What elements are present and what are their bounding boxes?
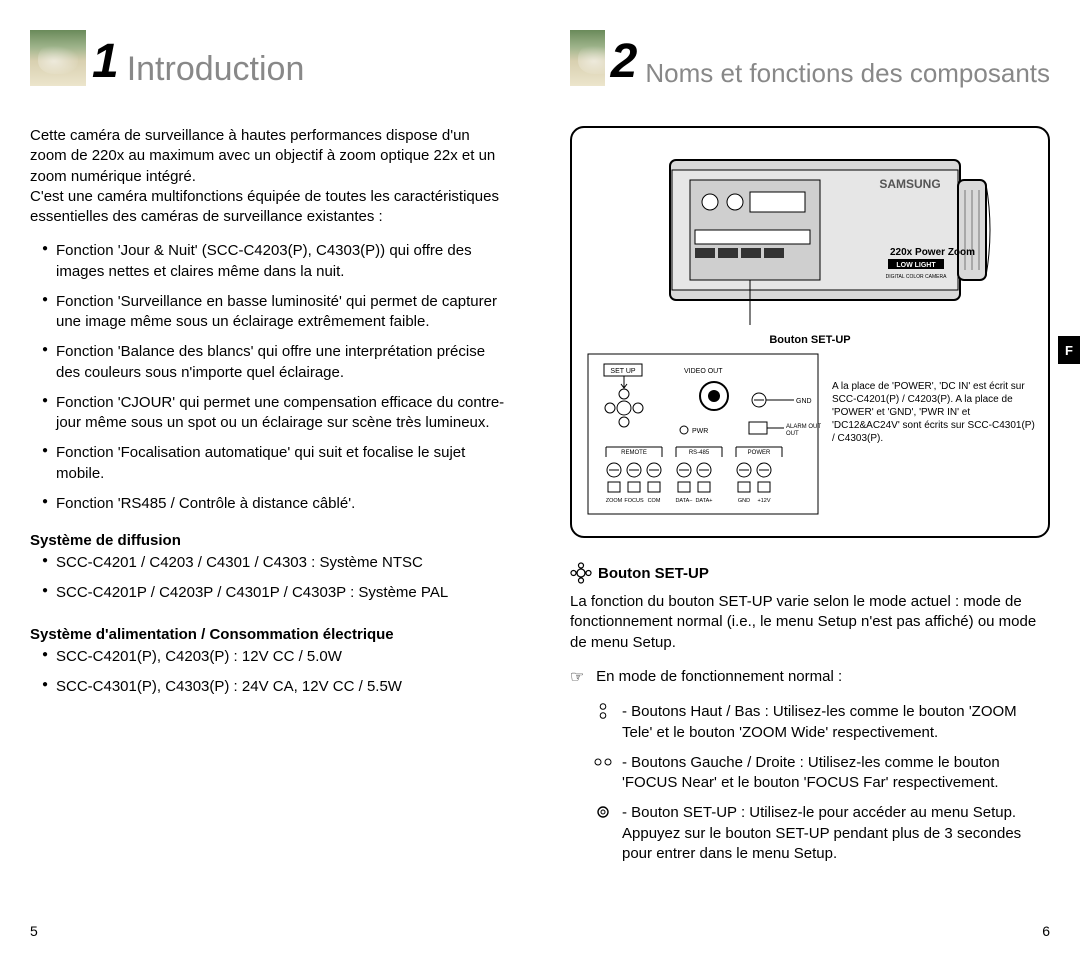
right-page: 2 Noms et fonctions des composants xyxy=(540,0,1080,959)
chapter-number-1: 1 xyxy=(92,38,119,86)
svg-text:OUT: OUT xyxy=(786,431,799,437)
svg-text:ZOOM: ZOOM xyxy=(606,498,623,504)
normal-mode-item: - Bouton SET-UP : Utilisez-le pour accéd… xyxy=(592,803,1050,864)
svg-text:DIGITAL COLOR CAMERA: DIGITAL COLOR CAMERA xyxy=(886,274,948,280)
normal-mode-label: En mode de fonctionnement normal : xyxy=(596,668,842,685)
chapter-header-2: 2 Noms et fonctions des composants xyxy=(570,30,1050,86)
camera-brand-label: SAMSUNG xyxy=(879,177,940,191)
svg-text:RS-485: RS-485 xyxy=(689,450,710,456)
normal-mode-item: - Boutons Gauche / Droite : Utilisez-les… xyxy=(592,753,1050,794)
svg-text:PWR: PWR xyxy=(692,428,708,435)
center-icon xyxy=(592,804,614,820)
feature-item: Fonction 'Focalisation automatique' qui … xyxy=(42,443,510,484)
power-item: SCC-C4201(P), C4203(P) : 12V CC / 5.0W xyxy=(42,647,510,667)
rear-panel-block: SET UP VIDEO OUT GND xyxy=(584,350,1036,520)
chapter-title-introduction: Introduction xyxy=(127,52,305,86)
feature-item: Fonction 'Jour & Nuit' (SCC-C4203(P), C4… xyxy=(42,241,510,282)
setup-section-heading: Bouton SET-UP xyxy=(570,562,1050,584)
camera-illustration: SAMSUNG 220x Power Zoom LOW LIGHT DIGITA… xyxy=(584,140,1036,330)
svg-text:DATA−: DATA− xyxy=(675,498,692,504)
page-number-right: 6 xyxy=(1042,923,1050,939)
svg-text:REMOTE: REMOTE xyxy=(621,450,647,456)
chapter-header-1: 1 Introduction xyxy=(30,30,510,86)
setup-heading-text: Bouton SET-UP xyxy=(598,565,709,582)
broadcast-item: SCC-C4201P / C4203P / C4301P / C4303P : … xyxy=(42,583,510,603)
left-page: 1 Introduction Cette caméra de surveilla… xyxy=(0,0,540,959)
normal-mode-item: - Boutons Haut / Bas : Utilisez-les comm… xyxy=(592,702,1050,743)
diagram-sidenote: A la place de 'POWER', 'DC IN' est écrit… xyxy=(832,350,1036,445)
power-list: SCC-C4201(P), C4203(P) : 12V CC / 5.0W S… xyxy=(30,647,510,698)
svg-text:DATA+: DATA+ xyxy=(695,498,712,504)
intro-paragraph: Cette caméra de surveillance à hautes pe… xyxy=(30,126,510,227)
chapter-title-components: Noms et fonctions des composants xyxy=(645,60,1050,86)
svg-text:GND: GND xyxy=(738,498,750,504)
feature-item: Fonction 'Surveillance en basse luminosi… xyxy=(42,292,510,333)
svg-text:GND: GND xyxy=(796,398,812,405)
feature-item: Fonction 'RS485 / Contrôle à distance câ… xyxy=(42,494,510,514)
svg-text:LOW LIGHT: LOW LIGHT xyxy=(896,262,936,269)
svg-text:+12V: +12V xyxy=(758,498,771,504)
feature-item: Fonction 'CJOUR' qui permet une compensa… xyxy=(42,393,510,434)
broadcast-heading: Système de diffusion xyxy=(30,532,510,549)
broadcast-item: SCC-C4201 / C4203 / C4301 / C4303 : Syst… xyxy=(42,553,510,573)
feature-item: Fonction 'Balance des blancs' qui offre … xyxy=(42,342,510,383)
component-diagram: SAMSUNG 220x Power Zoom LOW LIGHT DIGITA… xyxy=(570,126,1050,538)
leftright-icon xyxy=(592,754,614,770)
hero-thumbnail-icon xyxy=(570,30,605,86)
setup-label-upper: Bouton SET-UP xyxy=(584,334,1036,346)
normal-mode-list: - Boutons Haut / Bas : Utilisez-les comm… xyxy=(570,702,1050,864)
broadcast-list: SCC-C4201 / C4203 / C4301 / C4303 : Syst… xyxy=(30,553,510,604)
dpad-icon xyxy=(570,562,592,584)
feature-list: Fonction 'Jour & Nuit' (SCC-C4203(P), C4… xyxy=(30,241,510,514)
svg-text:ALARM OUT: ALARM OUT xyxy=(786,424,821,430)
setup-paragraph: La fonction du bouton SET-UP varie selon… xyxy=(570,592,1050,653)
language-tab: F xyxy=(1058,336,1080,364)
power-item: SCC-C4301(P), C4303(P) : 24V CA, 12V CC … xyxy=(42,677,510,697)
normal-mode-line: ☞ En mode de fonctionnement normal : xyxy=(570,667,1050,689)
hero-thumbnail-icon xyxy=(30,30,86,86)
svg-text:220x Power Zoom: 220x Power Zoom xyxy=(890,247,975,258)
page-number-left: 5 xyxy=(30,923,38,939)
rear-panel-svg: SET UP VIDEO OUT GND xyxy=(584,350,824,520)
svg-text:COM: COM xyxy=(648,498,661,504)
updown-icon xyxy=(592,703,614,719)
svg-text:SET UP: SET UP xyxy=(610,368,635,375)
svg-text:POWER: POWER xyxy=(748,450,771,456)
power-heading: Système d'alimentation / Consommation él… xyxy=(30,626,510,643)
svg-text:FOCUS: FOCUS xyxy=(624,498,644,504)
pointing-hand-icon: ☞ xyxy=(570,667,588,689)
svg-text:VIDEO OUT: VIDEO OUT xyxy=(684,368,723,375)
page-spread: 1 Introduction Cette caméra de surveilla… xyxy=(0,0,1080,959)
